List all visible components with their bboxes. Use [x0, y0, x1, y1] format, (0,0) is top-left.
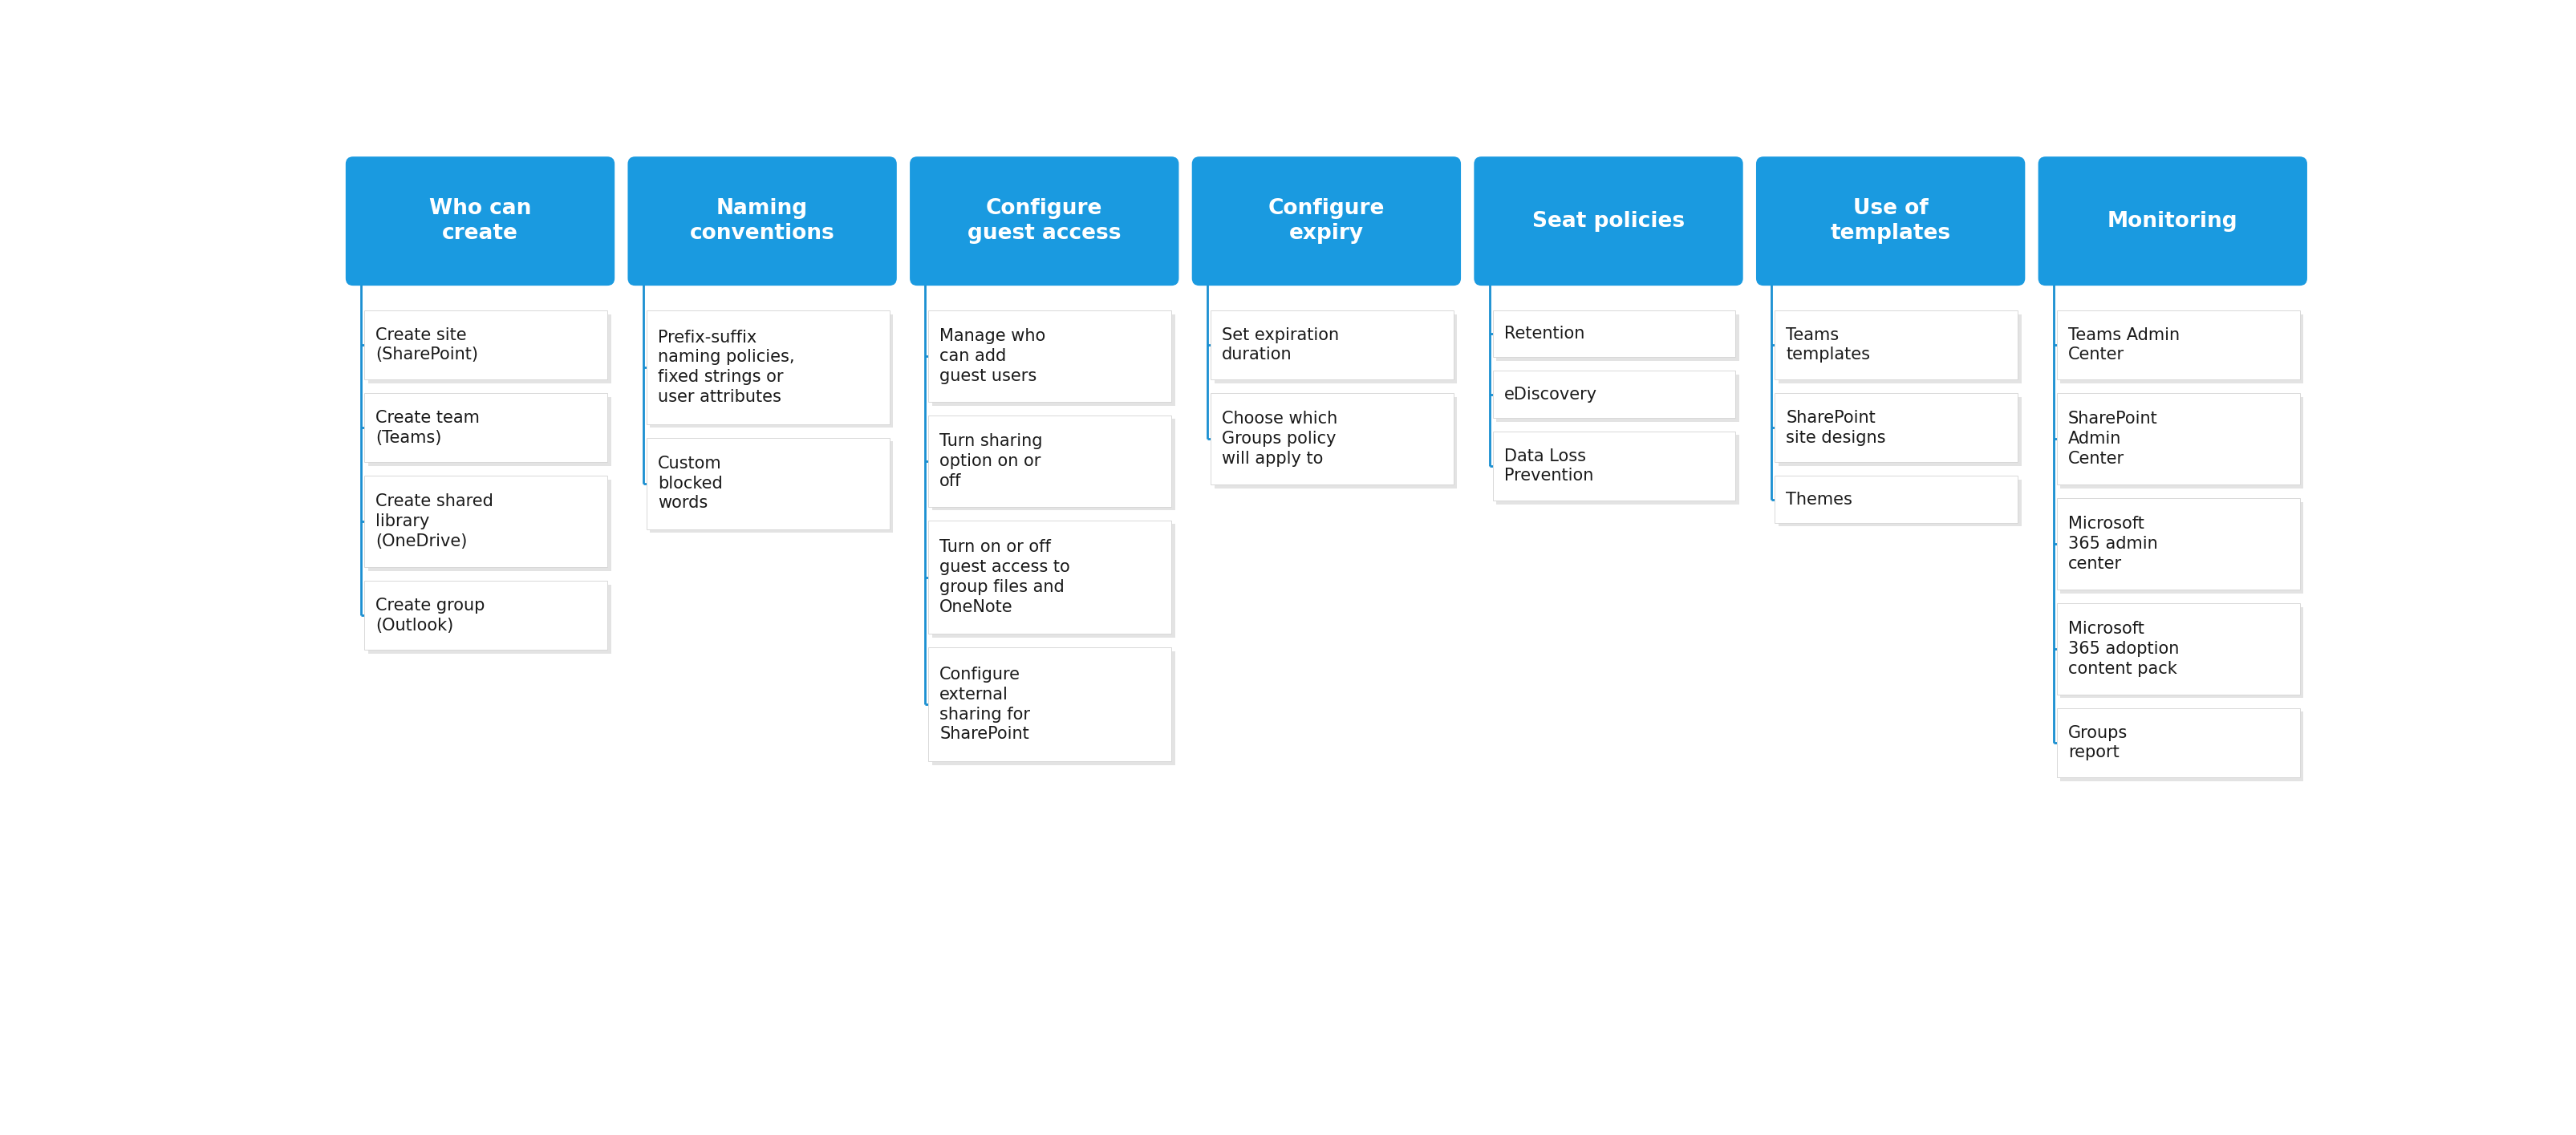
- Text: Create site
(SharePoint): Create site (SharePoint): [376, 327, 479, 363]
- FancyBboxPatch shape: [649, 442, 894, 532]
- FancyBboxPatch shape: [2061, 712, 2303, 781]
- FancyBboxPatch shape: [1492, 310, 1736, 358]
- FancyBboxPatch shape: [368, 314, 611, 384]
- FancyBboxPatch shape: [1775, 310, 2017, 379]
- FancyBboxPatch shape: [649, 314, 894, 428]
- Text: Who can
create: Who can create: [430, 199, 531, 244]
- Text: Microsoft
365 admin
center: Microsoft 365 admin center: [2069, 516, 2159, 572]
- FancyBboxPatch shape: [1213, 397, 1458, 488]
- Text: Themes: Themes: [1785, 491, 1852, 507]
- Text: Prefix-suffix
naming policies,
fixed strings or
user attributes: Prefix-suffix naming policies, fixed str…: [657, 329, 793, 405]
- FancyBboxPatch shape: [2056, 708, 2300, 777]
- Text: Turn sharing
option on or
off: Turn sharing option on or off: [940, 434, 1043, 489]
- Text: SharePoint
site designs: SharePoint site designs: [1785, 410, 1886, 446]
- FancyBboxPatch shape: [927, 415, 1172, 507]
- FancyBboxPatch shape: [1211, 310, 1453, 379]
- Text: eDiscovery: eDiscovery: [1504, 386, 1597, 403]
- Text: SharePoint
Admin
Center: SharePoint Admin Center: [2069, 411, 2159, 466]
- Text: Choose which
Groups policy
will apply to: Choose which Groups policy will apply to: [1221, 411, 1337, 466]
- FancyBboxPatch shape: [2061, 397, 2303, 488]
- FancyBboxPatch shape: [368, 397, 611, 466]
- FancyBboxPatch shape: [1213, 314, 1458, 384]
- FancyBboxPatch shape: [345, 157, 616, 286]
- FancyBboxPatch shape: [2038, 157, 2308, 286]
- FancyBboxPatch shape: [647, 438, 889, 529]
- Text: Microsoft
365 adoption
content pack: Microsoft 365 adoption content pack: [2069, 621, 2179, 676]
- FancyBboxPatch shape: [927, 310, 1172, 402]
- FancyBboxPatch shape: [1497, 435, 1739, 504]
- Text: Set expiration
duration: Set expiration duration: [1221, 327, 1340, 363]
- FancyBboxPatch shape: [363, 310, 608, 379]
- FancyBboxPatch shape: [933, 314, 1175, 405]
- FancyBboxPatch shape: [629, 157, 896, 286]
- FancyBboxPatch shape: [2061, 314, 2303, 384]
- Text: Groups
report: Groups report: [2069, 725, 2128, 760]
- FancyBboxPatch shape: [2056, 393, 2300, 485]
- FancyBboxPatch shape: [1497, 314, 1739, 361]
- Text: Seat policies: Seat policies: [1533, 211, 1685, 232]
- Text: Monitoring: Monitoring: [2107, 211, 2239, 232]
- Text: Teams Admin
Center: Teams Admin Center: [2069, 327, 2179, 363]
- FancyBboxPatch shape: [1492, 371, 1736, 418]
- Text: Teams
templates: Teams templates: [1785, 327, 1870, 363]
- FancyBboxPatch shape: [909, 157, 1180, 286]
- FancyBboxPatch shape: [927, 648, 1172, 762]
- FancyBboxPatch shape: [1777, 314, 2022, 384]
- FancyBboxPatch shape: [1193, 157, 1461, 286]
- Text: Turn on or off
guest access to
group files and
OneNote: Turn on or off guest access to group fil…: [940, 539, 1069, 615]
- Text: Data Loss
Prevention: Data Loss Prevention: [1504, 448, 1592, 484]
- FancyBboxPatch shape: [933, 651, 1175, 765]
- Text: Create team
(Teams): Create team (Teams): [376, 410, 479, 446]
- FancyBboxPatch shape: [363, 581, 608, 650]
- Text: Configure
external
sharing for
SharePoint: Configure external sharing for SharePoin…: [940, 666, 1030, 742]
- FancyBboxPatch shape: [647, 310, 889, 424]
- FancyBboxPatch shape: [1757, 157, 2025, 286]
- FancyBboxPatch shape: [1473, 157, 1744, 286]
- FancyBboxPatch shape: [1777, 397, 2022, 466]
- FancyBboxPatch shape: [933, 419, 1175, 511]
- FancyBboxPatch shape: [1492, 431, 1736, 501]
- FancyBboxPatch shape: [368, 480, 611, 571]
- Text: Naming
conventions: Naming conventions: [690, 199, 835, 244]
- FancyBboxPatch shape: [1211, 393, 1453, 485]
- FancyBboxPatch shape: [1497, 375, 1739, 421]
- FancyBboxPatch shape: [2056, 498, 2300, 589]
- Text: Custom
blocked
words: Custom blocked words: [657, 455, 721, 511]
- FancyBboxPatch shape: [2056, 310, 2300, 379]
- FancyBboxPatch shape: [2061, 607, 2303, 698]
- FancyBboxPatch shape: [363, 393, 608, 462]
- FancyBboxPatch shape: [933, 524, 1175, 638]
- Text: Use of
templates: Use of templates: [1832, 199, 1950, 244]
- Text: Create group
(Outlook): Create group (Outlook): [376, 597, 484, 633]
- FancyBboxPatch shape: [1777, 480, 2022, 527]
- Text: Configure
expiry: Configure expiry: [1267, 199, 1386, 244]
- FancyBboxPatch shape: [927, 520, 1172, 634]
- FancyBboxPatch shape: [368, 585, 611, 654]
- FancyBboxPatch shape: [2056, 603, 2300, 695]
- Text: Configure
guest access: Configure guest access: [969, 199, 1121, 244]
- FancyBboxPatch shape: [363, 476, 608, 568]
- Text: Manage who
can add
guest users: Manage who can add guest users: [940, 328, 1046, 384]
- Text: Create shared
library
(OneDrive): Create shared library (OneDrive): [376, 494, 492, 549]
- FancyBboxPatch shape: [1775, 393, 2017, 462]
- Text: Retention: Retention: [1504, 326, 1584, 342]
- FancyBboxPatch shape: [2061, 502, 2303, 594]
- FancyBboxPatch shape: [1775, 476, 2017, 523]
